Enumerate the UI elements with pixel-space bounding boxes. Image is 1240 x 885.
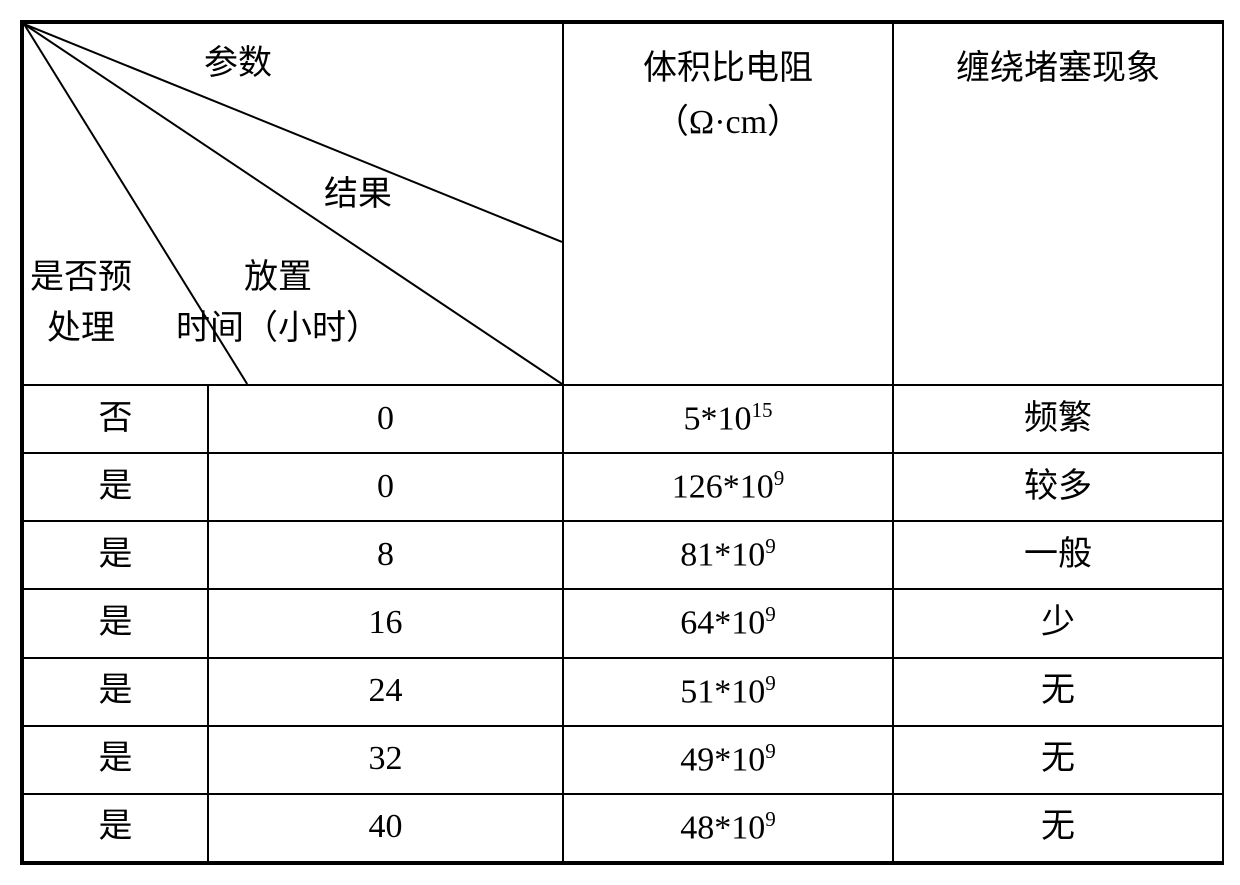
header-label-pretreat-l2: 处理 [47, 310, 115, 347]
resistivity-exponent: 9 [765, 739, 776, 763]
cell-resistivity: 51*109 [563, 658, 893, 726]
cell-pretreat: 是 [23, 658, 208, 726]
table-row: 是1664*109少 [23, 589, 1223, 657]
header-col-resistivity-l2: （Ω·cm） [655, 104, 801, 141]
table-row: 是3249*109无 [23, 726, 1223, 794]
table-row: 否05*1015频繁 [23, 385, 1223, 453]
cell-pretreat: 否 [23, 385, 208, 453]
cell-time: 8 [208, 521, 563, 589]
cell-jam: 少 [893, 589, 1223, 657]
resistivity-base: 81*10 [680, 537, 765, 574]
cell-time: 40 [208, 794, 563, 862]
table-body: 否05*1015频繁是0126*109较多是881*109一般是1664*109… [23, 385, 1223, 862]
cell-resistivity: 49*109 [563, 726, 893, 794]
table-row: 是4048*109无 [23, 794, 1223, 862]
cell-pretreat: 是 [23, 794, 208, 862]
resistivity-base: 5*10 [683, 400, 751, 437]
cell-pretreat: 是 [23, 521, 208, 589]
header-col-jam: 缠绕堵塞现象 [893, 23, 1223, 385]
table-header-row: 参数 结果 是否预 处理 放置 时间（小时） 体积比电阻 （Ω·cm） 缠绕堵塞… [23, 23, 1223, 385]
cell-time: 32 [208, 726, 563, 794]
resistivity-exponent: 9 [765, 807, 776, 831]
cell-jam: 频繁 [893, 385, 1223, 453]
resistivity-base: 126*10 [672, 468, 774, 505]
cell-time: 24 [208, 658, 563, 726]
resistivity-base: 48*10 [680, 809, 765, 846]
header-label-pretreat: 是否预 处理 [30, 252, 132, 354]
resistivity-base: 51*10 [680, 673, 765, 710]
cell-pretreat: 是 [23, 726, 208, 794]
cell-resistivity: 126*109 [563, 453, 893, 521]
diagonal-header-cell: 参数 结果 是否预 处理 放置 时间（小时） [23, 23, 563, 385]
header-label-pretreat-l1: 是否预 [30, 259, 132, 296]
table: 参数 结果 是否预 处理 放置 时间（小时） 体积比电阻 （Ω·cm） 缠绕堵塞… [22, 22, 1224, 863]
cell-jam: 无 [893, 726, 1223, 794]
cell-time: 0 [208, 453, 563, 521]
cell-pretreat: 是 [23, 453, 208, 521]
header-label-result: 结果 [324, 169, 392, 220]
cell-resistivity: 81*109 [563, 521, 893, 589]
cell-jam: 较多 [893, 453, 1223, 521]
cell-resistivity: 48*109 [563, 794, 893, 862]
cell-time: 16 [208, 589, 563, 657]
header-label-time: 放置 时间（小时） [176, 252, 380, 354]
resistivity-base: 49*10 [680, 741, 765, 778]
data-table: 参数 结果 是否预 处理 放置 时间（小时） 体积比电阻 （Ω·cm） 缠绕堵塞… [20, 20, 1224, 865]
resistivity-exponent: 15 [751, 398, 772, 422]
resistivity-base: 64*10 [680, 605, 765, 642]
resistivity-exponent: 9 [765, 671, 776, 695]
cell-jam: 无 [893, 658, 1223, 726]
table-row: 是0126*109较多 [23, 453, 1223, 521]
header-label-time-l2: 时间（小时） [176, 310, 380, 347]
resistivity-exponent: 9 [765, 602, 776, 626]
cell-resistivity: 64*109 [563, 589, 893, 657]
cell-time: 0 [208, 385, 563, 453]
cell-jam: 无 [893, 794, 1223, 862]
cell-resistivity: 5*1015 [563, 385, 893, 453]
table-row: 是881*109一般 [23, 521, 1223, 589]
table-row: 是2451*109无 [23, 658, 1223, 726]
header-col-resistivity: 体积比电阻 （Ω·cm） [563, 23, 893, 385]
header-label-time-l1: 放置 [244, 259, 312, 296]
header-col-resistivity-l1: 体积比电阻 [643, 50, 813, 87]
resistivity-exponent: 9 [765, 534, 776, 558]
header-label-param: 参数 [204, 38, 272, 89]
cell-jam: 一般 [893, 521, 1223, 589]
resistivity-exponent: 9 [774, 466, 785, 490]
cell-pretreat: 是 [23, 589, 208, 657]
